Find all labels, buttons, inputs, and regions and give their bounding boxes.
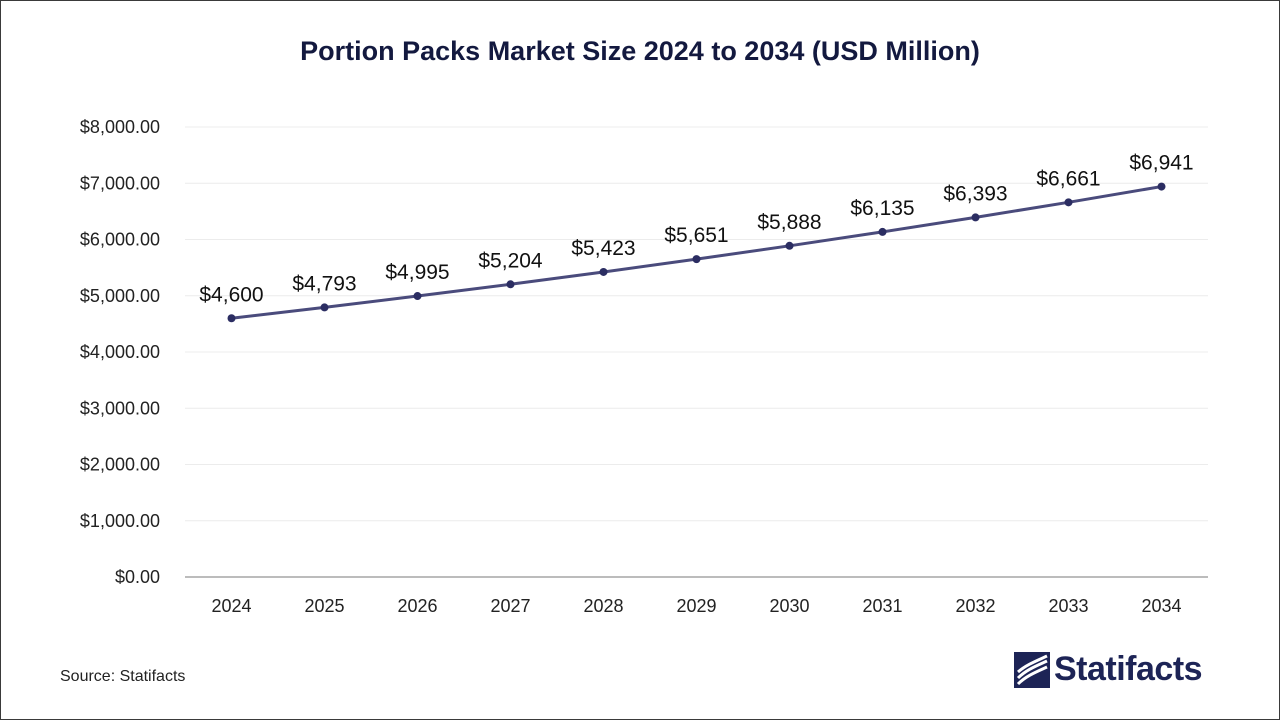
x-tick-label: 2024 bbox=[211, 596, 251, 616]
data-label: $6,941 bbox=[1129, 152, 1193, 175]
x-tick-label: 2029 bbox=[676, 596, 716, 616]
data-point bbox=[227, 314, 236, 323]
series-line bbox=[231, 185, 1162, 320]
x-tick-label: 2028 bbox=[583, 596, 623, 616]
grid-lines bbox=[185, 126, 1208, 522]
x-tick-label: 2026 bbox=[397, 596, 437, 616]
data-point bbox=[878, 227, 887, 236]
chart-title: Portion Packs Market Size 2024 to 2034 (… bbox=[300, 36, 980, 66]
data-label: $5,888 bbox=[757, 211, 821, 234]
data-labels: $4,600 $4,793 $4,995 $5,204 $5,423 $5,651 $5,8… bbox=[199, 152, 1193, 307]
x-tick-label: 2032 bbox=[955, 596, 995, 616]
x-tick-label: 2030 bbox=[769, 596, 809, 616]
data-label: $4,600 bbox=[199, 283, 263, 306]
data-point bbox=[785, 241, 794, 250]
x-tick-label: 2033 bbox=[1048, 596, 1088, 616]
x-tick-label: 2031 bbox=[862, 596, 902, 616]
brand-logo: Statifacts bbox=[1014, 650, 1203, 689]
y-tick-label: $2,000.00 bbox=[80, 455, 160, 475]
y-tick-label: $3,000.00 bbox=[80, 398, 160, 418]
data-point bbox=[506, 280, 515, 289]
logo-text: Statifacts bbox=[1054, 650, 1203, 688]
y-tick-label: $8,000.00 bbox=[80, 117, 160, 137]
data-label: $4,995 bbox=[385, 261, 449, 284]
y-tick-label: $5,000.00 bbox=[80, 286, 160, 306]
data-label: $4,793 bbox=[292, 272, 356, 295]
data-point bbox=[692, 255, 701, 264]
data-point bbox=[1064, 198, 1073, 207]
y-tick-label: $7,000.00 bbox=[80, 173, 160, 193]
data-point bbox=[413, 292, 422, 301]
source-note: Source: Statifacts bbox=[60, 668, 186, 685]
x-tick-label: 2025 bbox=[304, 596, 344, 616]
data-label: $6,135 bbox=[850, 197, 914, 220]
y-tick-label: $6,000.00 bbox=[80, 230, 160, 250]
y-tick-label: $4,000.00 bbox=[80, 342, 160, 362]
data-point bbox=[1157, 182, 1166, 191]
data-label: $5,204 bbox=[478, 249, 543, 272]
data-label: $6,393 bbox=[943, 182, 1007, 205]
data-point bbox=[971, 213, 980, 222]
data-label: $6,661 bbox=[1036, 167, 1100, 190]
x-tick-label: 2034 bbox=[1141, 596, 1181, 616]
statifacts-logo-icon bbox=[1014, 651, 1050, 688]
series-layer bbox=[227, 182, 1166, 323]
data-label: $5,423 bbox=[571, 237, 635, 260]
data-point bbox=[320, 303, 329, 312]
y-tick-label: $1,000.00 bbox=[80, 511, 160, 531]
data-point bbox=[599, 267, 608, 276]
x-axis: 2024 2025 2026 2027 2028 2029 2030 2031 2032 2033… bbox=[185, 576, 1208, 616]
data-label: $5,651 bbox=[664, 224, 728, 247]
x-tick-label: 2027 bbox=[490, 596, 530, 616]
y-tick-label: $0.00 bbox=[115, 567, 160, 587]
y-axis: $0.00 $1,000.00 $2,000.00 $3,000.00 $4,000.0… bbox=[80, 117, 160, 587]
